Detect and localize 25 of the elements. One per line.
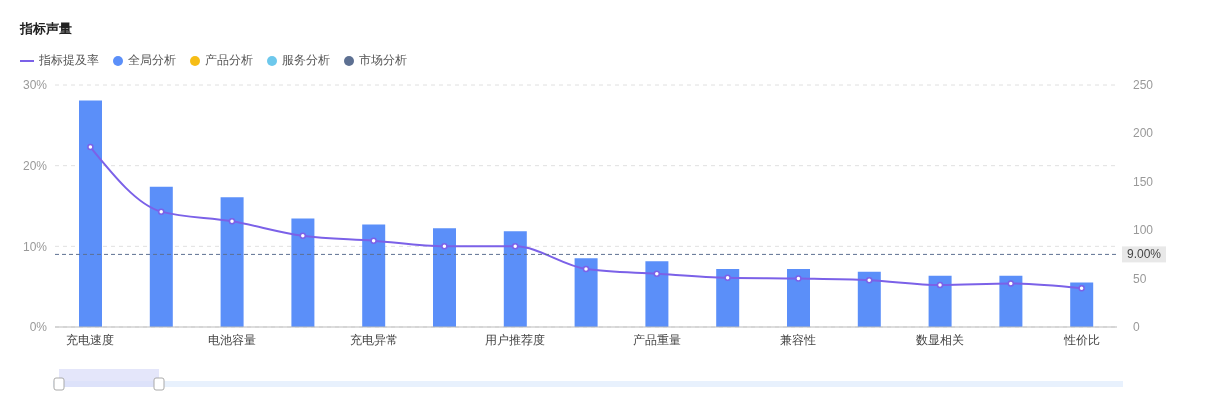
legend-label: 服务分析 (282, 52, 330, 69)
y-tick-label: 20% (22, 158, 48, 173)
y2-tick-label: 150 (1133, 174, 1154, 189)
x-tick-label: 充电速度 (66, 332, 115, 347)
y-tick-label: 10% (22, 239, 48, 254)
y2-tick-label: 50 (1133, 271, 1147, 286)
ref-line-label: 9.00% (1126, 247, 1162, 262)
y-tick-label: 30% (22, 78, 48, 93)
x-tick-label: 数显相关 (916, 332, 964, 347)
y2-tick-label: 250 (1133, 78, 1154, 92)
legend-label: 产品分析 (205, 52, 253, 69)
chart-title: 指标声量 (18, 20, 73, 38)
x-tick-label: 性价比 (1062, 332, 1100, 347)
legend-label: 市场分析 (359, 52, 407, 69)
y2-tick-label: 200 (1133, 126, 1154, 141)
y2-tick-label: 0 (1133, 320, 1140, 334)
y-tick-label: 0% (29, 320, 48, 335)
x-tick-label: 产品重量 (632, 332, 681, 347)
x-tick-label: 电池容量 (208, 332, 256, 347)
x-tick-label: 用户推荐度 (485, 332, 546, 347)
legend-label: 全局分析 (128, 52, 176, 69)
x-tick-label: 兼容性 (780, 332, 817, 347)
legend-label: 指标提及率 (39, 52, 99, 69)
x-tick-label: 充电异常 (349, 332, 398, 347)
y2-tick-label: 100 (1133, 223, 1154, 238)
